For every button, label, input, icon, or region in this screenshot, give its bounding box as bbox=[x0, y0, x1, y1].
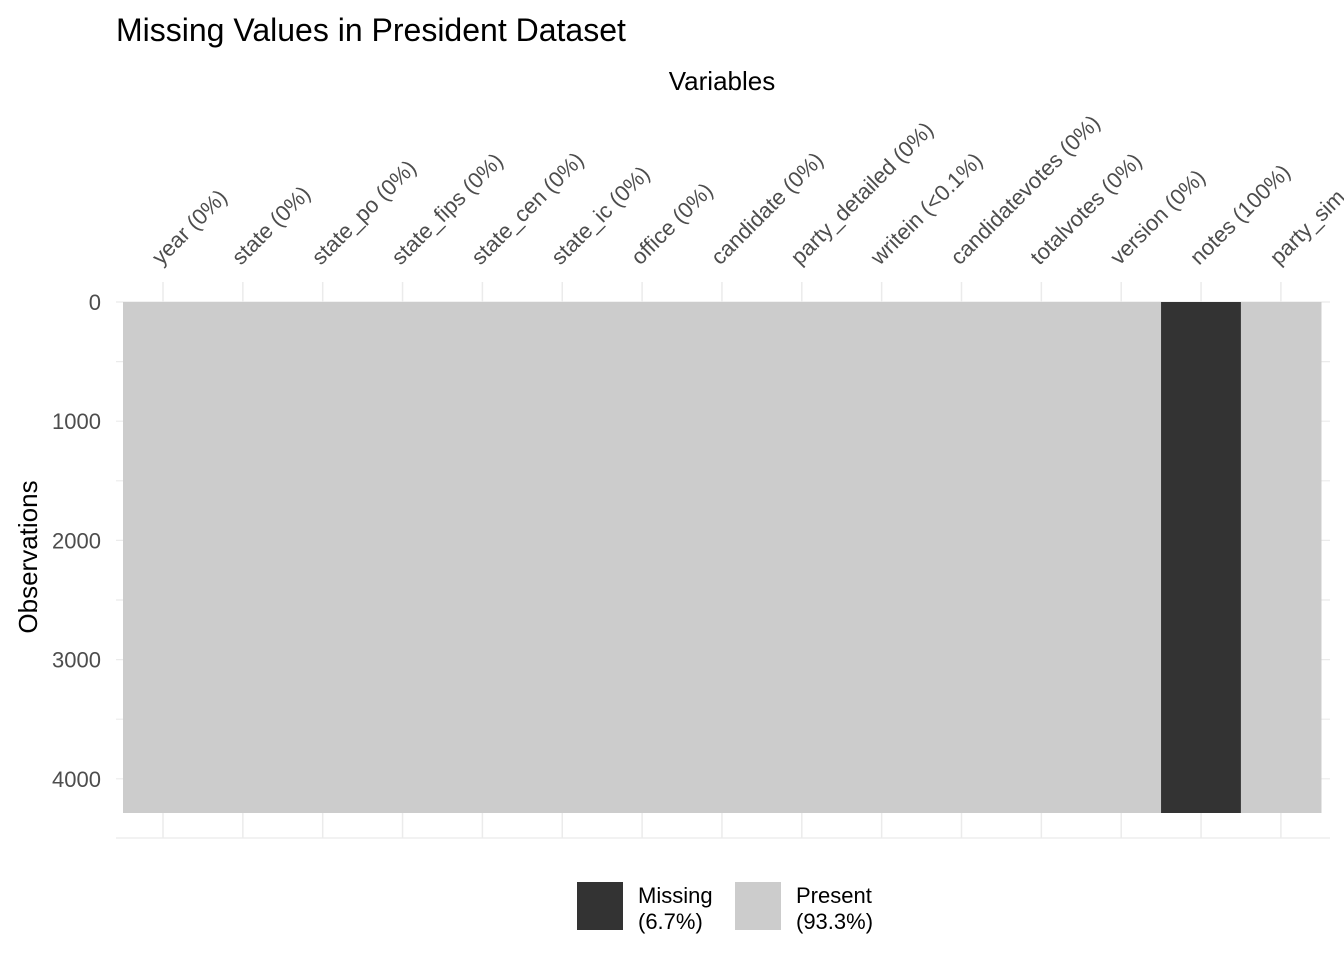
x-tick-label: party_detailed (0%) bbox=[786, 117, 939, 270]
y-tick-label: 4000 bbox=[52, 767, 101, 792]
heatmap-column-present bbox=[841, 302, 923, 813]
x-tick-label: party_sim bbox=[1265, 184, 1344, 269]
heatmap-column-present bbox=[522, 302, 603, 813]
x-tick-labels: year (0%)state (0%)state_po (0%)state_fi… bbox=[147, 110, 1344, 270]
heatmap-column-present bbox=[602, 302, 683, 813]
heatmap-column-present bbox=[1240, 302, 1322, 813]
heatmap-column-present bbox=[282, 302, 364, 813]
x-tick-label: year (0%) bbox=[147, 184, 232, 269]
heatmap-column-present bbox=[761, 302, 843, 813]
heatmap-column-present bbox=[362, 302, 444, 813]
heatmap-column-present bbox=[921, 302, 1003, 813]
y-tick-label: 3000 bbox=[52, 648, 101, 673]
y-axis-title: Observations bbox=[13, 480, 43, 633]
y-tick-label: 1000 bbox=[52, 409, 101, 434]
heatmap-column-present bbox=[123, 302, 204, 813]
legend-key-missing bbox=[577, 882, 623, 930]
legend-key-present bbox=[735, 882, 781, 930]
y-tick-label: 0 bbox=[89, 290, 101, 315]
legend-percent: (93.3%) bbox=[796, 909, 873, 934]
heatmap-column-present bbox=[442, 302, 523, 813]
x-axis-title: Variables bbox=[669, 66, 775, 96]
y-tick-label: 2000 bbox=[52, 528, 101, 553]
x-tick-label: state (0%) bbox=[227, 181, 316, 270]
heatmap-column-present bbox=[681, 302, 763, 813]
heatmap-column-present bbox=[1081, 302, 1162, 813]
legend-label: Present bbox=[796, 883, 872, 908]
y-tick-labels: 0 1000 2000 3000 4000 bbox=[52, 290, 101, 792]
legend: Missing(6.7%) Present(93.3%) bbox=[577, 882, 873, 934]
legend-percent: (6.7%) bbox=[638, 909, 703, 934]
chart-title: Missing Values in President Dataset bbox=[116, 12, 626, 48]
heatmap-cells bbox=[123, 302, 1322, 813]
heatmap-column-missing bbox=[1161, 302, 1242, 813]
heatmap-column-present bbox=[1001, 302, 1082, 813]
heatmap-column-present bbox=[202, 302, 284, 813]
x-tick-label: candidatevotes (0%) bbox=[945, 110, 1104, 269]
legend-label: Missing bbox=[638, 883, 713, 908]
